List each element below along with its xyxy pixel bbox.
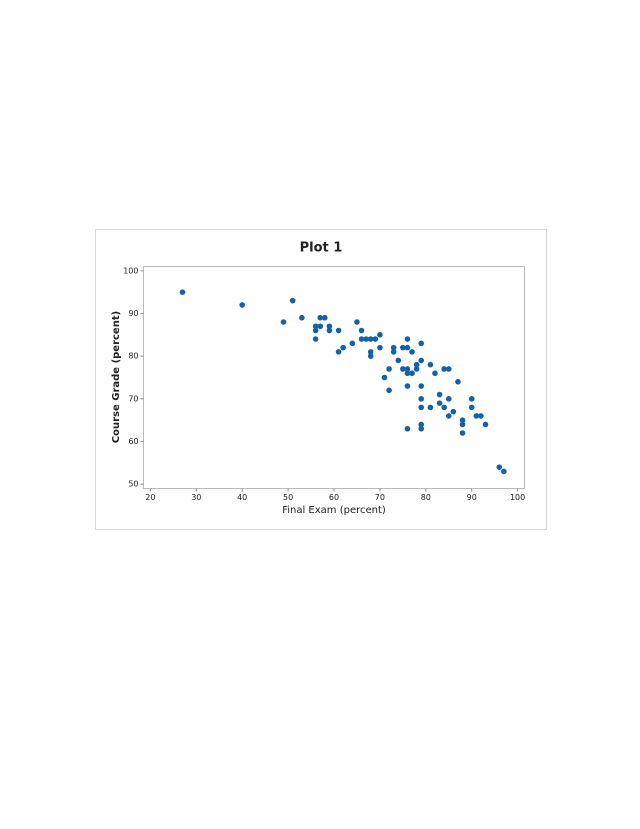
point [413,361,420,368]
point [335,327,342,334]
chart-frame [95,229,547,530]
point [413,366,420,372]
x-axis-label: Final Exam (percent) [282,505,386,516]
point [363,336,369,342]
x-tick-label: 20 [145,493,155,502]
point [436,400,443,406]
point [482,421,489,428]
point [326,323,333,330]
point [404,366,411,372]
point [478,413,484,419]
point [386,387,392,394]
x-tick-label: 50 [283,493,293,502]
point [400,344,406,351]
point [418,357,425,364]
point [280,319,287,325]
point [496,464,503,470]
point [445,413,452,419]
point [418,340,425,347]
point [404,344,411,351]
point [322,314,328,321]
point [312,327,319,334]
point [404,336,411,342]
point [468,396,475,402]
point [455,378,461,385]
point [450,408,457,415]
point [418,425,425,432]
point [312,336,319,342]
x-tick-label: 80 [421,493,431,502]
point [299,314,305,321]
point [436,391,443,398]
point [445,396,452,402]
point [418,383,425,389]
point [418,396,425,402]
point [340,344,346,351]
point [418,421,425,428]
point [390,349,397,355]
point [372,336,379,342]
x-tick-label: 30 [191,493,201,502]
point [390,344,397,351]
point [459,417,466,423]
point [381,374,388,381]
y-tick-label: 80 [128,352,138,361]
point [445,366,452,372]
y-axis-label: Course Grade (percent) [111,311,122,443]
point [367,336,374,342]
point [441,366,447,372]
point [501,468,507,475]
point [317,323,324,330]
point [326,327,333,334]
point [418,404,425,411]
point [459,421,466,428]
point [473,413,480,419]
x-tick-label: 70 [375,493,385,502]
y-tick-label: 50 [128,480,138,489]
y-tick-label: 70 [128,394,138,403]
chart-title: Plot 1 [300,241,343,256]
point [354,319,360,325]
point [468,404,475,411]
y-tick-label: 100 [123,266,138,275]
point [377,344,383,351]
point [179,289,186,295]
point [377,332,383,338]
point [395,357,402,364]
point [432,370,438,377]
point [367,349,374,355]
point [386,366,392,372]
point [312,323,319,330]
point [358,327,365,334]
point [335,349,342,355]
point [317,314,324,321]
point [441,404,447,411]
x-tick-label: 100 [510,493,525,502]
point [459,430,466,436]
point [404,425,411,432]
point [427,404,434,411]
point [239,302,245,308]
point [409,370,415,377]
point [349,340,356,347]
point [409,349,415,355]
point [367,353,374,359]
x-tick-label: 90 [467,493,477,502]
x-tick-label: 40 [237,493,247,502]
point [427,361,434,368]
y-tick-label: 60 [128,437,138,446]
point [289,297,296,304]
point [404,370,411,377]
y-tick-label: 90 [128,309,138,318]
x-tick-label: 60 [329,493,339,502]
point [404,383,411,389]
point [400,366,406,372]
point [358,336,365,342]
